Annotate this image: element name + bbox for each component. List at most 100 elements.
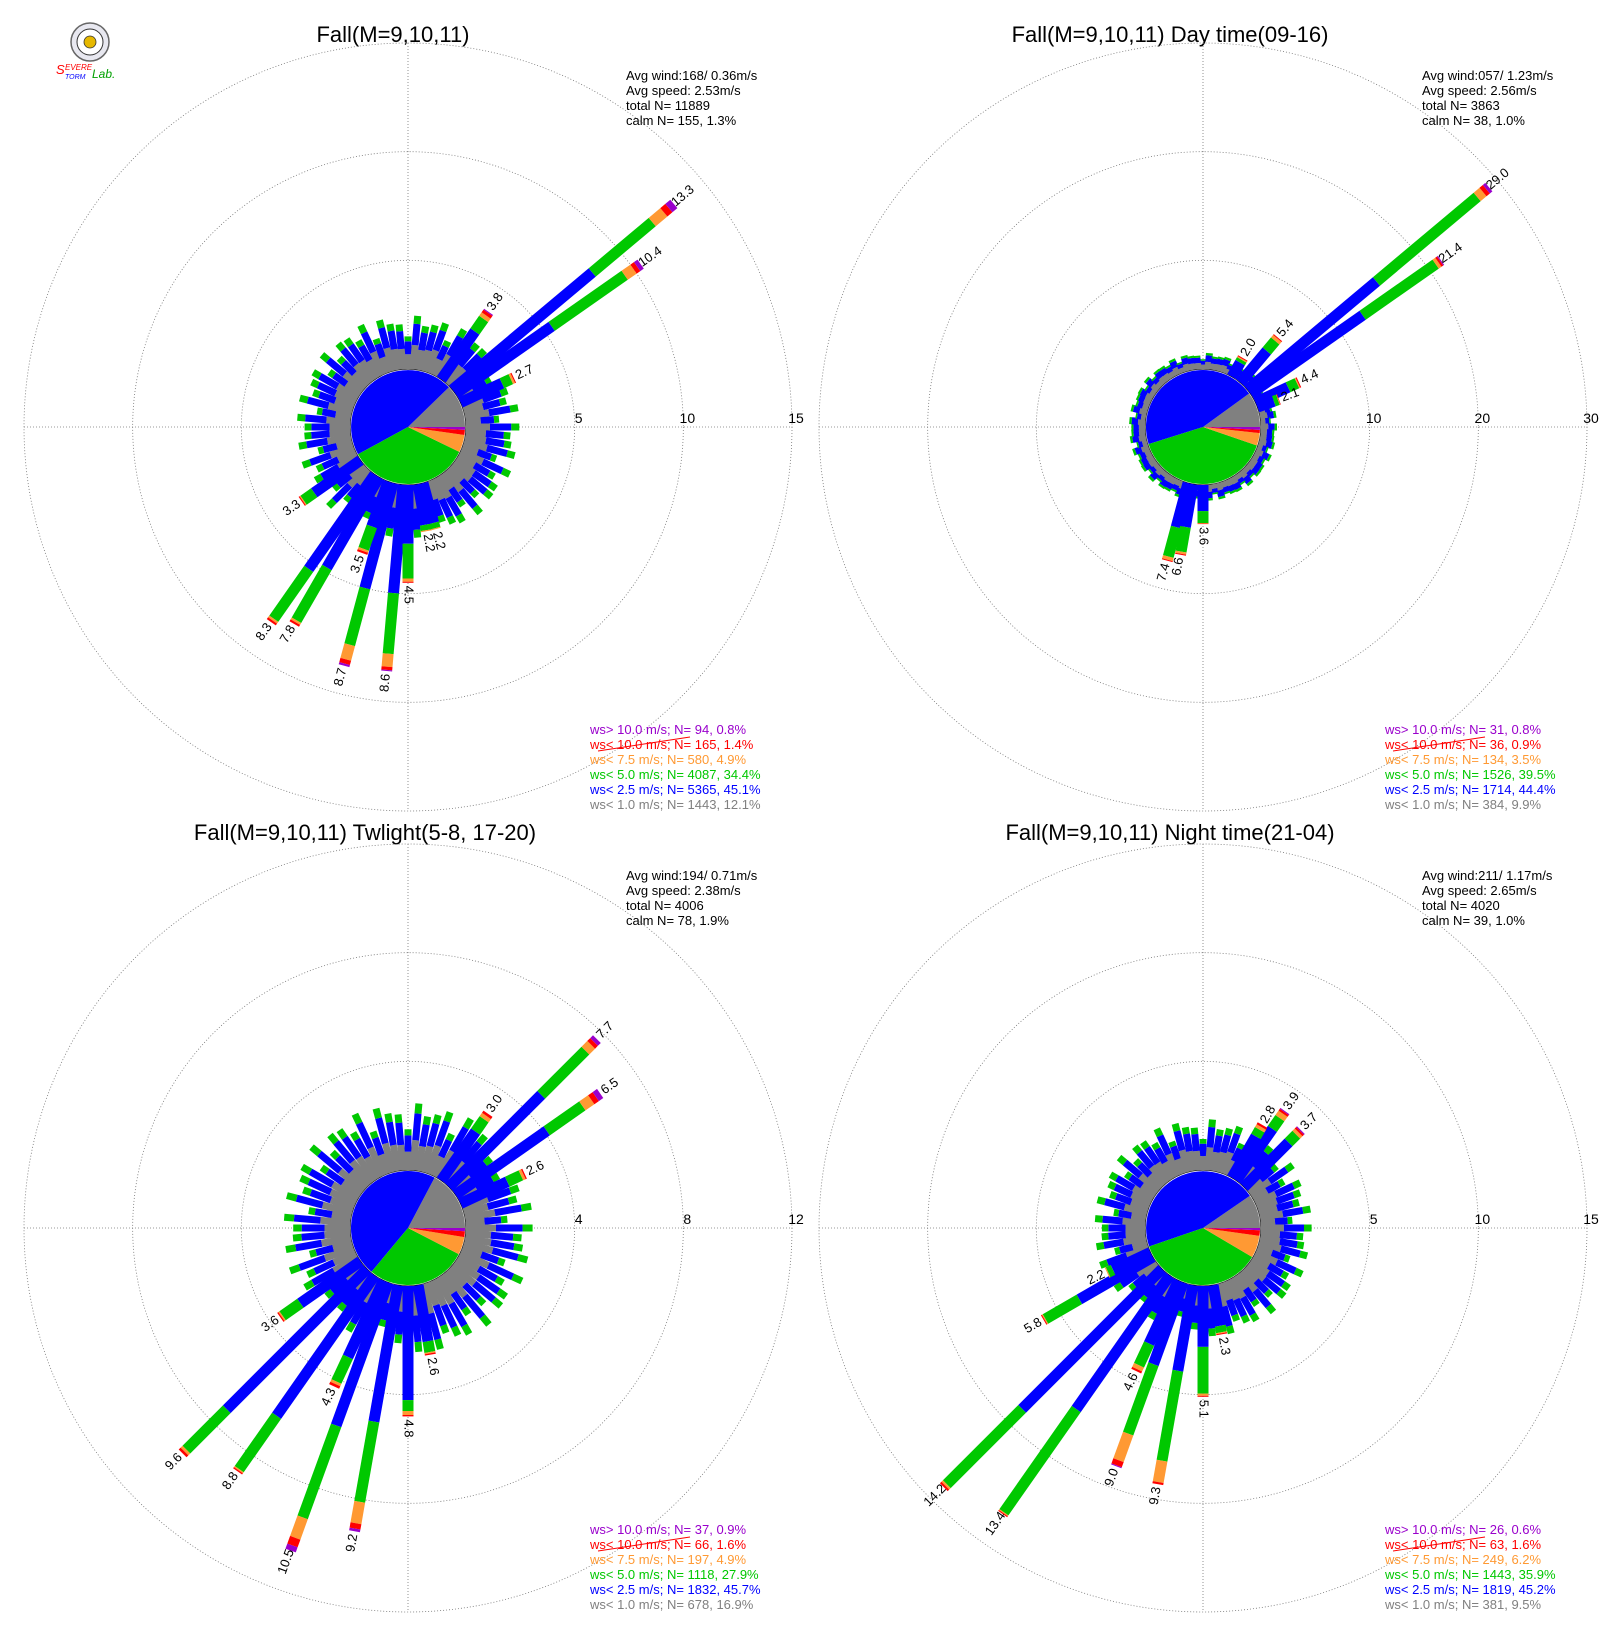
bar-segment — [412, 1113, 422, 1141]
bar-segment — [1158, 365, 1166, 372]
petal-segment — [1197, 485, 1209, 512]
bar-segment — [436, 344, 449, 362]
bar-segment — [1193, 362, 1202, 370]
legend-entry: ws< 10.0 m/s; N= 66, 1.6% — [589, 1537, 747, 1552]
bar-segment — [427, 1312, 442, 1341]
petal-segment — [340, 643, 355, 661]
petal-segment — [366, 479, 394, 529]
bar-segment — [372, 337, 382, 346]
bar-segment — [1264, 1289, 1273, 1298]
calm-pie-slice — [1203, 427, 1260, 434]
petal-segment — [445, 1090, 546, 1191]
bar-segment — [464, 409, 490, 421]
bar-segment — [303, 1279, 315, 1291]
bar-segment — [309, 1144, 322, 1157]
bar-segment — [324, 1288, 335, 1299]
bar-segment — [314, 1208, 333, 1218]
bar-segment — [512, 1233, 522, 1242]
legend-entry: ws> 10.0 m/s; N= 26, 0.6% — [1384, 1522, 1542, 1537]
bar-segment — [1140, 1140, 1150, 1150]
bar-segment — [309, 451, 332, 466]
petal-label: 2.2 — [430, 530, 449, 551]
bar-segment — [430, 324, 439, 334]
bar-segment — [1270, 1249, 1286, 1261]
bar-segment — [459, 1249, 490, 1269]
stats-line: total N= 3863 — [1422, 98, 1500, 113]
petal-segment — [941, 1480, 951, 1490]
bar-segment — [506, 450, 516, 459]
bar-segment — [378, 327, 391, 350]
petal-label: 2.2 — [421, 533, 439, 553]
bar-segment — [283, 1213, 295, 1222]
bar-segment — [488, 405, 511, 417]
bar-segment — [1171, 1122, 1181, 1132]
bar-segment — [1132, 448, 1137, 456]
bar-segment — [446, 515, 457, 525]
bar-segment — [1251, 1188, 1269, 1202]
bar-segment — [411, 323, 421, 346]
bar-segment — [1169, 360, 1179, 370]
petal-label: 2.6 — [524, 1157, 547, 1178]
bar-segment — [1248, 472, 1255, 479]
bar-segment — [396, 331, 405, 350]
bar-segment — [1283, 1254, 1291, 1263]
bar-segment — [1136, 440, 1140, 449]
bar-segment — [1249, 1312, 1260, 1323]
bar-segment — [344, 381, 363, 397]
bar-segment — [317, 446, 325, 455]
bar-segment — [464, 433, 487, 445]
legend-entry: ws< 7.5 m/s; N= 197, 4.9% — [589, 1552, 747, 1567]
bar-segment — [1130, 1198, 1150, 1212]
calm-pie-slice — [1203, 1228, 1260, 1257]
petal-label: 10.5 — [274, 1547, 297, 1576]
bar-segment — [1116, 1154, 1128, 1166]
bar-segment — [1248, 1258, 1270, 1277]
bar-segment — [376, 319, 385, 329]
bar-segment — [448, 486, 463, 503]
bar-segment — [434, 475, 452, 499]
petal-segment — [266, 617, 277, 626]
petal-segment — [998, 1510, 1008, 1518]
bar-segment — [295, 1239, 323, 1252]
bar-segment — [511, 1273, 524, 1285]
bar-segment — [1129, 436, 1134, 444]
grid-ring — [818, 42, 1588, 812]
bar-segment — [315, 1244, 334, 1256]
bar-segment — [1206, 1126, 1216, 1148]
bar-segment — [337, 1168, 366, 1194]
petal-segment — [660, 203, 673, 217]
petal-segment — [354, 1420, 380, 1503]
bar-segment — [1115, 1175, 1136, 1191]
bar-segment — [1132, 1185, 1155, 1202]
petal-segment — [1236, 347, 1271, 387]
bar-segment — [1259, 1210, 1284, 1222]
windrose-panel-2: Fall(M=9,10,11) Day time(09-16)10 20 3029.… — [818, 22, 1599, 812]
bar-segment — [1267, 1166, 1289, 1185]
bar-segment — [424, 1144, 442, 1175]
petal-segment — [1162, 555, 1174, 562]
petal-segment — [1247, 310, 1366, 399]
bar-segment — [434, 1120, 451, 1148]
bar-segment — [1241, 1266, 1259, 1284]
bar-segment — [341, 1135, 362, 1160]
bar-segment — [484, 1216, 502, 1225]
bar-segment — [1245, 1177, 1263, 1194]
petal-segment — [344, 586, 371, 647]
bar-segment — [1265, 434, 1273, 443]
petal-segment — [424, 1351, 436, 1355]
petal-segment — [417, 481, 439, 525]
bar-segment — [336, 448, 357, 463]
bar-segment — [1211, 492, 1219, 495]
bar-segment — [360, 331, 377, 354]
bar-segment — [1151, 1294, 1167, 1315]
bar-segment — [311, 423, 330, 431]
petal-segment — [1284, 1130, 1301, 1147]
bar-segment — [432, 329, 447, 352]
legend-entry: ws< 5.0 m/s; N= 1118, 27.9% — [589, 1567, 759, 1582]
stats-line: Avg speed: 2.53m/s — [626, 83, 741, 98]
calm-pie-slice — [408, 427, 465, 430]
bar-segment — [332, 1239, 353, 1252]
calm-pie-slice — [1203, 427, 1260, 446]
calm-pie-slice — [408, 1228, 465, 1232]
